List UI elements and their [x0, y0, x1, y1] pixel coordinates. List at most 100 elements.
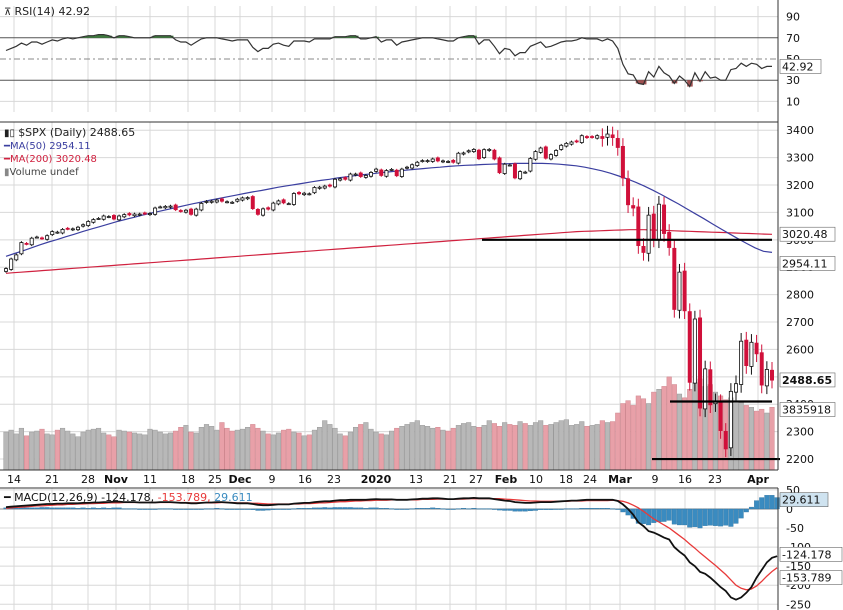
macd-histogram-bar: [70, 507, 76, 510]
volume-bar: [563, 419, 569, 471]
rsi-overbought-fill: [460, 36, 467, 38]
volume-bar: [640, 398, 647, 471]
macd-histogram-bar: [419, 508, 425, 510]
volume-bar: [193, 432, 199, 471]
volume-bar: [111, 436, 117, 471]
candle-body: [266, 207, 271, 210]
candle-body: [610, 134, 615, 139]
candle-body: [276, 200, 281, 205]
macd-histogram-bar: [96, 508, 102, 510]
candle-body: [420, 160, 425, 163]
macd-histogram-bar: [80, 507, 86, 510]
rsi-oversold-fill: [635, 80, 642, 84]
volume-bar: [162, 433, 168, 471]
volume-bar: [568, 425, 575, 471]
candle-body: [250, 196, 255, 209]
candle-body: [399, 168, 404, 177]
volume-bar: [188, 431, 194, 471]
volume-bar: [476, 427, 482, 471]
macd-histogram-bar: [306, 508, 312, 510]
ma200-value-flag-box: [779, 226, 836, 242]
macd-histogram-bar: [635, 508, 641, 524]
price-tick-label: 3100: [786, 206, 814, 219]
rsi-overbought-fill: [162, 35, 169, 38]
macd-histogram-bar: [522, 508, 528, 512]
macd-histogram-bar: [455, 508, 461, 510]
rsi-overbought-fill: [347, 35, 354, 38]
volume-bar: [59, 427, 66, 471]
candle-body: [60, 229, 65, 234]
macd-histogram-bar: [764, 495, 770, 510]
volume-bar: [34, 430, 40, 471]
panel-frames: [0, 0, 779, 610]
candle-body: [554, 150, 559, 156]
volume-bar: [167, 432, 174, 471]
volume-bar: [666, 376, 672, 471]
volume-bar: [512, 425, 518, 471]
volume-bar: [18, 427, 24, 471]
candle-body: [564, 142, 569, 147]
macd-histogram-bar: [373, 507, 379, 510]
candle-body: [194, 208, 199, 216]
value-flags: 42.92 3020.48 2954.11 2488.65 3835918 29.611 -…: [779, 59, 843, 585]
volume-bar: [126, 431, 132, 471]
macd-histogram-bar: [661, 508, 667, 522]
rsi-title: ⊼ RSI(14) 42.92: [4, 5, 90, 18]
macd-histogram-bar: [553, 508, 559, 510]
volume-bar: [620, 403, 626, 471]
macd-histogram-bar: [49, 507, 55, 510]
volume-bar: [75, 436, 81, 471]
candle-body: [111, 215, 116, 220]
macd-value-flag: -124.178: [782, 548, 831, 561]
candle-body: [307, 193, 312, 196]
volume-bar: [358, 424, 364, 471]
x-tick-label: 23: [327, 473, 341, 486]
macd-histogram-bar: [774, 497, 780, 510]
volume-bar: [481, 425, 487, 471]
volume-bar: [13, 433, 19, 471]
candle-body: [579, 135, 584, 143]
volume-bar: [131, 432, 138, 471]
volume-bar: [625, 400, 631, 471]
macd-histogram-bar: [435, 508, 441, 510]
macd-histogram-bar: [445, 508, 451, 510]
x-tick-label: 28: [81, 473, 95, 486]
candle-body: [204, 201, 209, 203]
volume-bar: [317, 427, 323, 471]
macd-histogram-bar: [543, 508, 549, 510]
rsi-tick-label: 70: [786, 32, 800, 45]
candle-body: [425, 160, 430, 163]
volume-bar: [296, 432, 302, 471]
volume-bar: [548, 424, 554, 471]
candle-body: [703, 368, 708, 410]
candle-body: [718, 402, 723, 431]
volume-bar: [286, 428, 292, 471]
volume-bar: [630, 405, 636, 471]
rsi-line: [5, 34, 772, 88]
macd-histogram-bar: [34, 507, 40, 510]
volume-bar: [245, 427, 251, 471]
candle-body: [451, 159, 456, 163]
candle-body: [476, 149, 481, 160]
volume-bar: [615, 412, 621, 471]
rsi-value-flag: 42.92: [782, 60, 814, 73]
candle-body: [327, 184, 332, 187]
volume-bar: [764, 412, 770, 471]
volume-bar: [270, 434, 276, 471]
candle-body: [692, 318, 697, 384]
macd-histogram-bar: [733, 508, 739, 524]
macd-title: ━ MACD(12,26,9) -124.178, -153.789, 29.6…: [3, 491, 253, 504]
macd-histogram-bar: [682, 508, 688, 526]
macd-histogram-bar: [193, 508, 199, 510]
x-tick-label: 16: [298, 473, 312, 486]
candle-body: [189, 208, 194, 215]
rsi-overbought-fill: [157, 35, 164, 38]
volume-bar: [342, 435, 348, 471]
candle-body: [708, 369, 713, 406]
volume-bar: [471, 426, 477, 471]
macd-histogram-bar: [44, 507, 50, 510]
price-tick-label: 3200: [786, 179, 814, 192]
macd-histogram-bar: [538, 508, 544, 510]
candle-body: [435, 157, 440, 162]
